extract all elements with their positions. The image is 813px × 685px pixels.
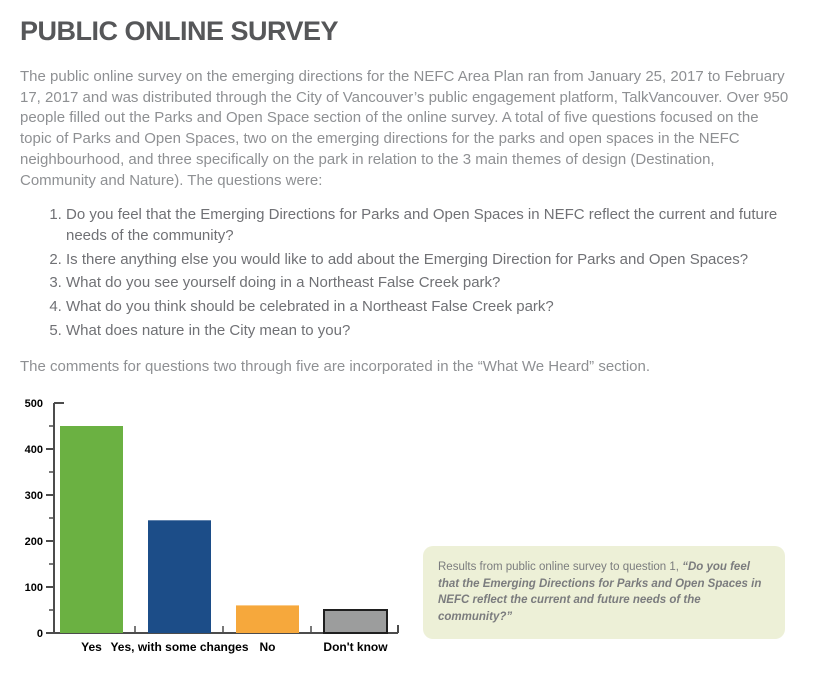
- bar-don-t-know: [323, 609, 388, 635]
- bar-chart: 0 100 200 300 400 500 Yes Yes, with some change…: [25, 398, 399, 654]
- bar-yes: [60, 426, 123, 634]
- question-item-2: Is there anything else you would like to…: [66, 250, 780, 271]
- y-tick-label: 500: [25, 398, 43, 410]
- chart-caption-callout: Results from public online survey to que…: [423, 546, 785, 640]
- x-category-label: Yes, with some changes: [110, 640, 248, 654]
- y-tick-label: 0: [37, 628, 43, 640]
- y-tick-label: 300: [25, 490, 43, 502]
- caption-prefix: Results from public online survey to que…: [438, 561, 683, 574]
- y-tick-label: 100: [25, 582, 43, 594]
- question-item-4: What do you think should be celebrated i…: [66, 297, 780, 318]
- caption-quote: “Do you feel that the Emerging Direction…: [438, 561, 762, 623]
- report-page: PUBLIC ONLINE SURVEY The public online s…: [0, 0, 813, 659]
- intro-paragraph: The public online survey on the emerging…: [20, 68, 789, 189]
- bar-yes-with-some-changes: [148, 520, 211, 634]
- x-category-label: Yes: [81, 640, 102, 654]
- comments-note: The comments for questions two through f…: [20, 358, 651, 376]
- x-category-label: Don't know: [323, 640, 388, 654]
- question-item-3: What do you see yourself doing in a Nort…: [66, 273, 780, 294]
- chart-section: 0 100 200 300 400 500 Yes Yes, with some change…: [20, 393, 791, 659]
- bar-no: [236, 605, 299, 634]
- x-category-label: No: [260, 640, 276, 654]
- question-list: Do you feel that the Emerging Directions…: [20, 205, 780, 341]
- question-item-5: What does nature in the City mean to you…: [66, 321, 780, 342]
- y-tick-label: 400: [25, 444, 43, 456]
- question-item-1: Do you feel that the Emerging Directions…: [66, 205, 780, 246]
- y-tick-label: 200: [25, 536, 43, 548]
- page-title: PUBLIC ONLINE SURVEY: [20, 16, 339, 46]
